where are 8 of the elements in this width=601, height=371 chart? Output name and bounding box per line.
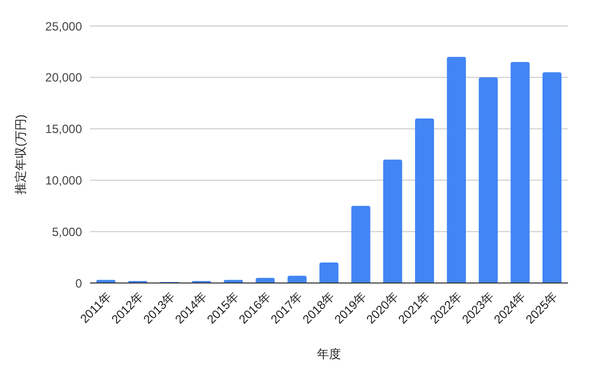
x-axis-title: 年度 xyxy=(317,347,341,361)
y-tick-label: 15,000 xyxy=(45,122,82,136)
y-axis-title: 推定年収(万円) xyxy=(13,114,28,194)
y-tick-label: 5,000 xyxy=(52,224,82,239)
y-tick-label: 0 xyxy=(75,276,82,290)
y-tick-label: 25,000 xyxy=(45,19,82,34)
y-tick-label: 10,000 xyxy=(45,173,82,188)
y-tick-label: 20,000 xyxy=(45,70,82,85)
